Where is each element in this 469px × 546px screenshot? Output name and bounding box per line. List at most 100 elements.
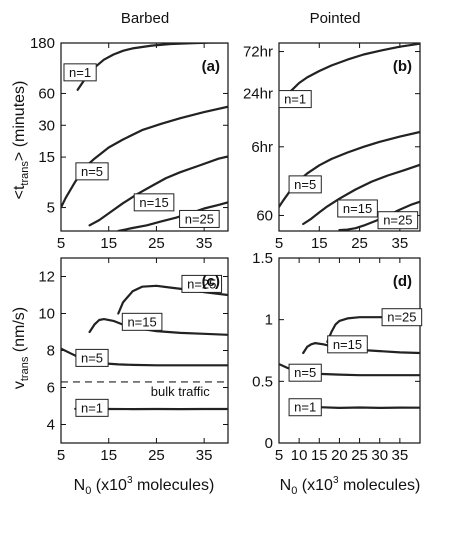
x-tick-label: 35 bbox=[392, 447, 409, 464]
x-tick-label: 15 bbox=[311, 235, 328, 252]
column-title-barbed: Barbed bbox=[121, 10, 169, 27]
series-label: n=1 bbox=[294, 400, 316, 415]
ylabel-transit-time-rest: > (minutes) bbox=[11, 81, 28, 161]
series-label-box bbox=[288, 398, 322, 417]
panel-d-plot-area bbox=[279, 316, 420, 409]
xlabel-right-mid: (x10 bbox=[297, 477, 333, 494]
panel-label: (b) bbox=[393, 58, 412, 75]
series-label-box bbox=[278, 90, 312, 109]
series-label: n=15 bbox=[343, 201, 372, 216]
y-tick-label: 30 bbox=[38, 117, 55, 134]
series-label: n=5 bbox=[81, 350, 103, 365]
x-tick-label: 15 bbox=[100, 235, 117, 252]
xlabel-left-mid: (x10 bbox=[91, 477, 127, 494]
panel-b-plot-area bbox=[279, 43, 420, 231]
x-tick-label: 35 bbox=[392, 235, 409, 252]
series-line-n25 bbox=[338, 200, 420, 231]
ylabel-velocity-sub: trans bbox=[19, 356, 31, 381]
series-line-n25 bbox=[117, 201, 228, 231]
series-label: n=25 bbox=[387, 310, 416, 325]
y-tick-label: 180 bbox=[30, 35, 55, 52]
y-tick-label: 8 bbox=[47, 343, 55, 360]
series-label-box bbox=[181, 274, 223, 293]
series-line-n15 bbox=[302, 163, 420, 226]
series-label: n=1 bbox=[284, 92, 306, 107]
panel-a-frame bbox=[60, 42, 229, 232]
x-tick-label: 25 bbox=[351, 447, 368, 464]
series-label: n=5 bbox=[81, 164, 103, 179]
x-tick-label: 5 bbox=[275, 447, 283, 464]
series-line-n5 bbox=[61, 105, 228, 209]
panel-label: (c) bbox=[202, 273, 220, 290]
panel-c: 5 15 25 35 4 6 8 10 12 bulk traffic n=1 n=5 n=15 n=25… bbox=[38, 257, 229, 464]
y-tick-label: 15 bbox=[38, 149, 55, 166]
series-label-box bbox=[75, 162, 109, 181]
y-tick-label: 24hr bbox=[243, 86, 273, 103]
y-tick-label: 5 bbox=[47, 200, 55, 217]
xlabel-right-sup: 3 bbox=[333, 475, 339, 486]
xlabel-left-sub: 0 bbox=[85, 485, 91, 497]
series-label: n=15 bbox=[333, 337, 362, 352]
x-tick-label: 25 bbox=[148, 447, 165, 464]
bulk-traffic-label: bulk traffic bbox=[151, 384, 211, 399]
series-label: n=1 bbox=[81, 400, 103, 415]
y-tick-label: 60 bbox=[38, 85, 55, 102]
x-tick-label: 10 bbox=[291, 447, 308, 464]
xlabel-left-main: N bbox=[74, 477, 86, 494]
x-tick-label: 5 bbox=[275, 235, 283, 252]
y-tick-label: 72hr bbox=[243, 44, 273, 61]
series-label-box bbox=[288, 175, 322, 194]
series-label-box bbox=[288, 363, 322, 382]
column-title-pointed: Pointed bbox=[310, 10, 361, 27]
series-label: n=25 bbox=[187, 276, 216, 291]
panel-label: (a) bbox=[202, 58, 220, 75]
series-label-box bbox=[327, 335, 368, 354]
series-label-box bbox=[337, 199, 378, 218]
x-tick-label: 25 bbox=[351, 235, 368, 252]
y-tick-label: 0.5 bbox=[252, 373, 273, 390]
series-label: n=15 bbox=[127, 314, 156, 329]
series-label-box bbox=[381, 308, 423, 327]
xlabel-left: N0 (x103 molecules) bbox=[74, 475, 215, 497]
series-line-n1 bbox=[281, 43, 420, 102]
ylabel-transit-time-main: <t bbox=[11, 185, 28, 199]
xlabel-right-main: N bbox=[280, 477, 292, 494]
x-tick-label: 30 bbox=[371, 447, 388, 464]
x-tick-label: 5 bbox=[57, 447, 65, 464]
x-tick-label: 35 bbox=[196, 447, 213, 464]
y-tick-label: 1.5 bbox=[252, 250, 273, 267]
y-tick-label: 1 bbox=[265, 312, 273, 329]
x-tick-label: 35 bbox=[196, 235, 213, 252]
ylabel-transit-time-sub: trans bbox=[19, 161, 31, 186]
x-tick-label: 20 bbox=[331, 447, 348, 464]
x-tick-label: 15 bbox=[311, 447, 328, 464]
series-label: n=1 bbox=[69, 65, 91, 80]
panel-b: 5 15 25 35 60 6hr 24hr 72hr n=1 n=5 n=15 n=25 (b) bbox=[243, 42, 421, 252]
xlabel-left-rest: molecules) bbox=[133, 477, 215, 494]
xlabel-left-sup: 3 bbox=[127, 475, 133, 486]
series-label-box bbox=[133, 193, 175, 212]
series-label-box bbox=[377, 211, 419, 230]
series-label-box bbox=[121, 312, 163, 331]
xlabel-right: N0 (x103 molecules) bbox=[280, 475, 421, 497]
series-line-n15 bbox=[88, 155, 228, 227]
series-label-box bbox=[179, 209, 220, 228]
panel-b-frame bbox=[278, 42, 421, 232]
panel-d-frame bbox=[278, 257, 421, 444]
series-label: n=5 bbox=[294, 177, 316, 192]
y-tick-label: 6hr bbox=[251, 139, 273, 156]
series-label-box bbox=[75, 398, 109, 417]
panel-a: 5 15 25 35 5 15 30 60 180 n=1 n=5 n=15 n=25 (a) bbox=[30, 35, 229, 252]
series-line-n5 bbox=[279, 130, 420, 208]
y-tick-label: 4 bbox=[47, 417, 55, 434]
y-tick-label: 60 bbox=[256, 207, 273, 224]
xlabel-right-sub: 0 bbox=[291, 485, 297, 497]
y-tick-label: 12 bbox=[38, 269, 55, 286]
series-label-box bbox=[63, 63, 97, 82]
panel-label: (d) bbox=[393, 273, 412, 290]
panel-d: 5 10 15 20 25 30 35 0 0.5 1 1.5 n=1 n=5 n=15 n=25 (d) bbox=[252, 250, 423, 464]
x-tick-label: 15 bbox=[100, 447, 117, 464]
panel-a-plot-area bbox=[61, 43, 228, 231]
series-label: n=5 bbox=[294, 365, 316, 380]
